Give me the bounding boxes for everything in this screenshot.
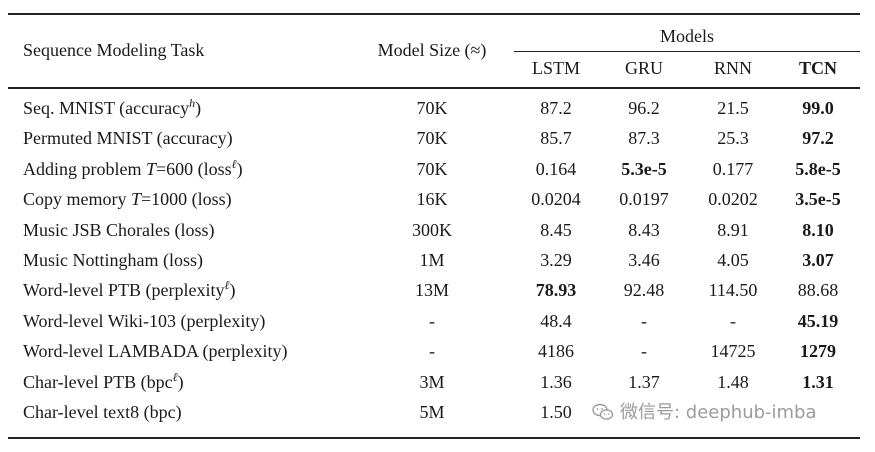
row-model-size: -	[429, 311, 435, 331]
row-model-size: 1M	[419, 250, 445, 270]
row-value-gru: 8.43	[628, 220, 660, 240]
header-col-tcn: TCN	[798, 58, 838, 78]
row-value-gru: 96.2	[628, 98, 660, 118]
row-value-rnn: 14725	[710, 341, 756, 361]
top-rule	[8, 13, 860, 15]
row-value-lstm: 8.45	[540, 220, 572, 240]
row-value-tcn: 1.31	[802, 372, 834, 392]
row-value-rnn: 0.177	[712, 159, 754, 179]
row-value-gru: 87.3	[628, 128, 660, 148]
models-rule	[514, 51, 860, 52]
row-model-size: 16K	[416, 189, 448, 209]
row-model-size: 5M	[419, 402, 445, 422]
row-model-size: 70K	[416, 128, 448, 148]
header-task: Sequence Modeling Task	[23, 40, 205, 60]
row-value-gru: 1.37	[628, 372, 660, 392]
row-value-rnn: 4.05	[717, 250, 749, 270]
row-task: Permuted MNIST (accuracy)	[23, 128, 233, 148]
row-value-rnn: 114.50	[708, 280, 758, 300]
row-value-tcn: 97.2	[802, 128, 834, 148]
row-task: Word-level PTB (perplexityℓ)	[23, 277, 236, 300]
row-value-tcn: 1279	[800, 341, 836, 361]
row-value-rnn: -	[730, 311, 736, 331]
header-rule	[8, 87, 860, 89]
row-value-rnn: 8.91	[717, 220, 749, 240]
row-task: Word-level Wiki-103 (perplexity)	[23, 311, 266, 331]
row-task: Seq. MNIST (accuracyh)	[23, 95, 202, 118]
row-value-gru: 5.3e-5	[621, 159, 667, 179]
row-value-gru: 0.0197	[619, 189, 669, 209]
row-value-tcn: 45.19	[797, 311, 839, 331]
watermark-text: 微信号: deephub-imba	[620, 402, 817, 423]
header-model-size: Model Size (≈)	[377, 40, 487, 60]
row-model-size: 70K	[416, 159, 448, 179]
row-model-size: 13M	[414, 280, 450, 300]
row-task: Music JSB Chorales (loss)	[23, 220, 215, 240]
header-col-gru: GRU	[624, 58, 664, 78]
row-task: Char-level PTB (bpcℓ)	[23, 369, 184, 392]
header-models: Models	[660, 26, 714, 46]
row-value-tcn: 88.68	[797, 280, 839, 300]
header-col-lstm: LSTM	[531, 58, 581, 78]
header-col-rnn: RNN	[713, 58, 753, 78]
row-value-rnn: 0.0202	[708, 189, 758, 209]
wechat-icon	[592, 403, 614, 420]
row-value-lstm: 0.164	[535, 159, 577, 179]
row-value-lstm: 78.93	[535, 280, 577, 300]
row-task: Music Nottingham (loss)	[23, 250, 203, 270]
watermark: 微信号: deephub-imba	[592, 398, 817, 424]
row-task: Copy memory T=1000 (loss)	[23, 189, 232, 209]
row-model-size: 70K	[416, 98, 448, 118]
row-value-tcn: 99.0	[802, 98, 834, 118]
row-value-tcn: 5.8e-5	[795, 159, 841, 179]
row-value-gru: 3.46	[628, 250, 660, 270]
row-task: Char-level text8 (bpc)	[23, 402, 182, 422]
row-value-lstm: 85.7	[540, 128, 572, 148]
row-value-gru: -	[641, 311, 647, 331]
row-value-lstm: 0.0204	[531, 189, 581, 209]
bottom-rule	[8, 437, 860, 439]
row-value-lstm: 4186	[538, 341, 574, 361]
row-task: Word-level LAMBADA (perplexity)	[23, 341, 288, 361]
row-value-lstm: 48.4	[540, 311, 572, 331]
row-value-lstm: 1.36	[540, 372, 572, 392]
row-value-tcn: 3.07	[802, 250, 834, 270]
row-value-lstm: 1.50	[540, 402, 572, 422]
row-value-gru: -	[641, 341, 647, 361]
row-value-tcn: 8.10	[802, 220, 834, 240]
row-value-rnn: 21.5	[717, 98, 749, 118]
row-value-rnn: 25.3	[717, 128, 749, 148]
row-model-size: 3M	[419, 372, 445, 392]
row-value-rnn: 1.48	[717, 372, 749, 392]
row-model-size: 300K	[412, 220, 452, 240]
row-value-lstm: 87.2	[540, 98, 572, 118]
row-model-size: -	[429, 341, 435, 361]
row-value-tcn: 3.5e-5	[795, 189, 841, 209]
row-task: Adding problem T=600 (lossℓ)	[23, 156, 243, 179]
row-value-gru: 92.48	[623, 280, 665, 300]
row-value-lstm: 3.29	[540, 250, 572, 270]
